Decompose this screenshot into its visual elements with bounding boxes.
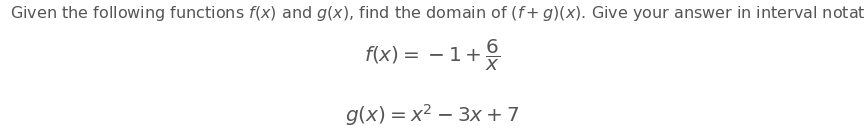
Text: $f(x) = -1 + \dfrac{6}{x}$: $f(x) = -1 + \dfrac{6}{x}$: [364, 37, 500, 73]
Text: $g(x) = x^2 - 3x + 7$: $g(x) = x^2 - 3x + 7$: [345, 102, 519, 128]
Text: Given the following functions $\mathit{f}(x)$ and $\mathit{g}(x)$, find the doma: Given the following functions $\mathit{f…: [10, 4, 864, 23]
